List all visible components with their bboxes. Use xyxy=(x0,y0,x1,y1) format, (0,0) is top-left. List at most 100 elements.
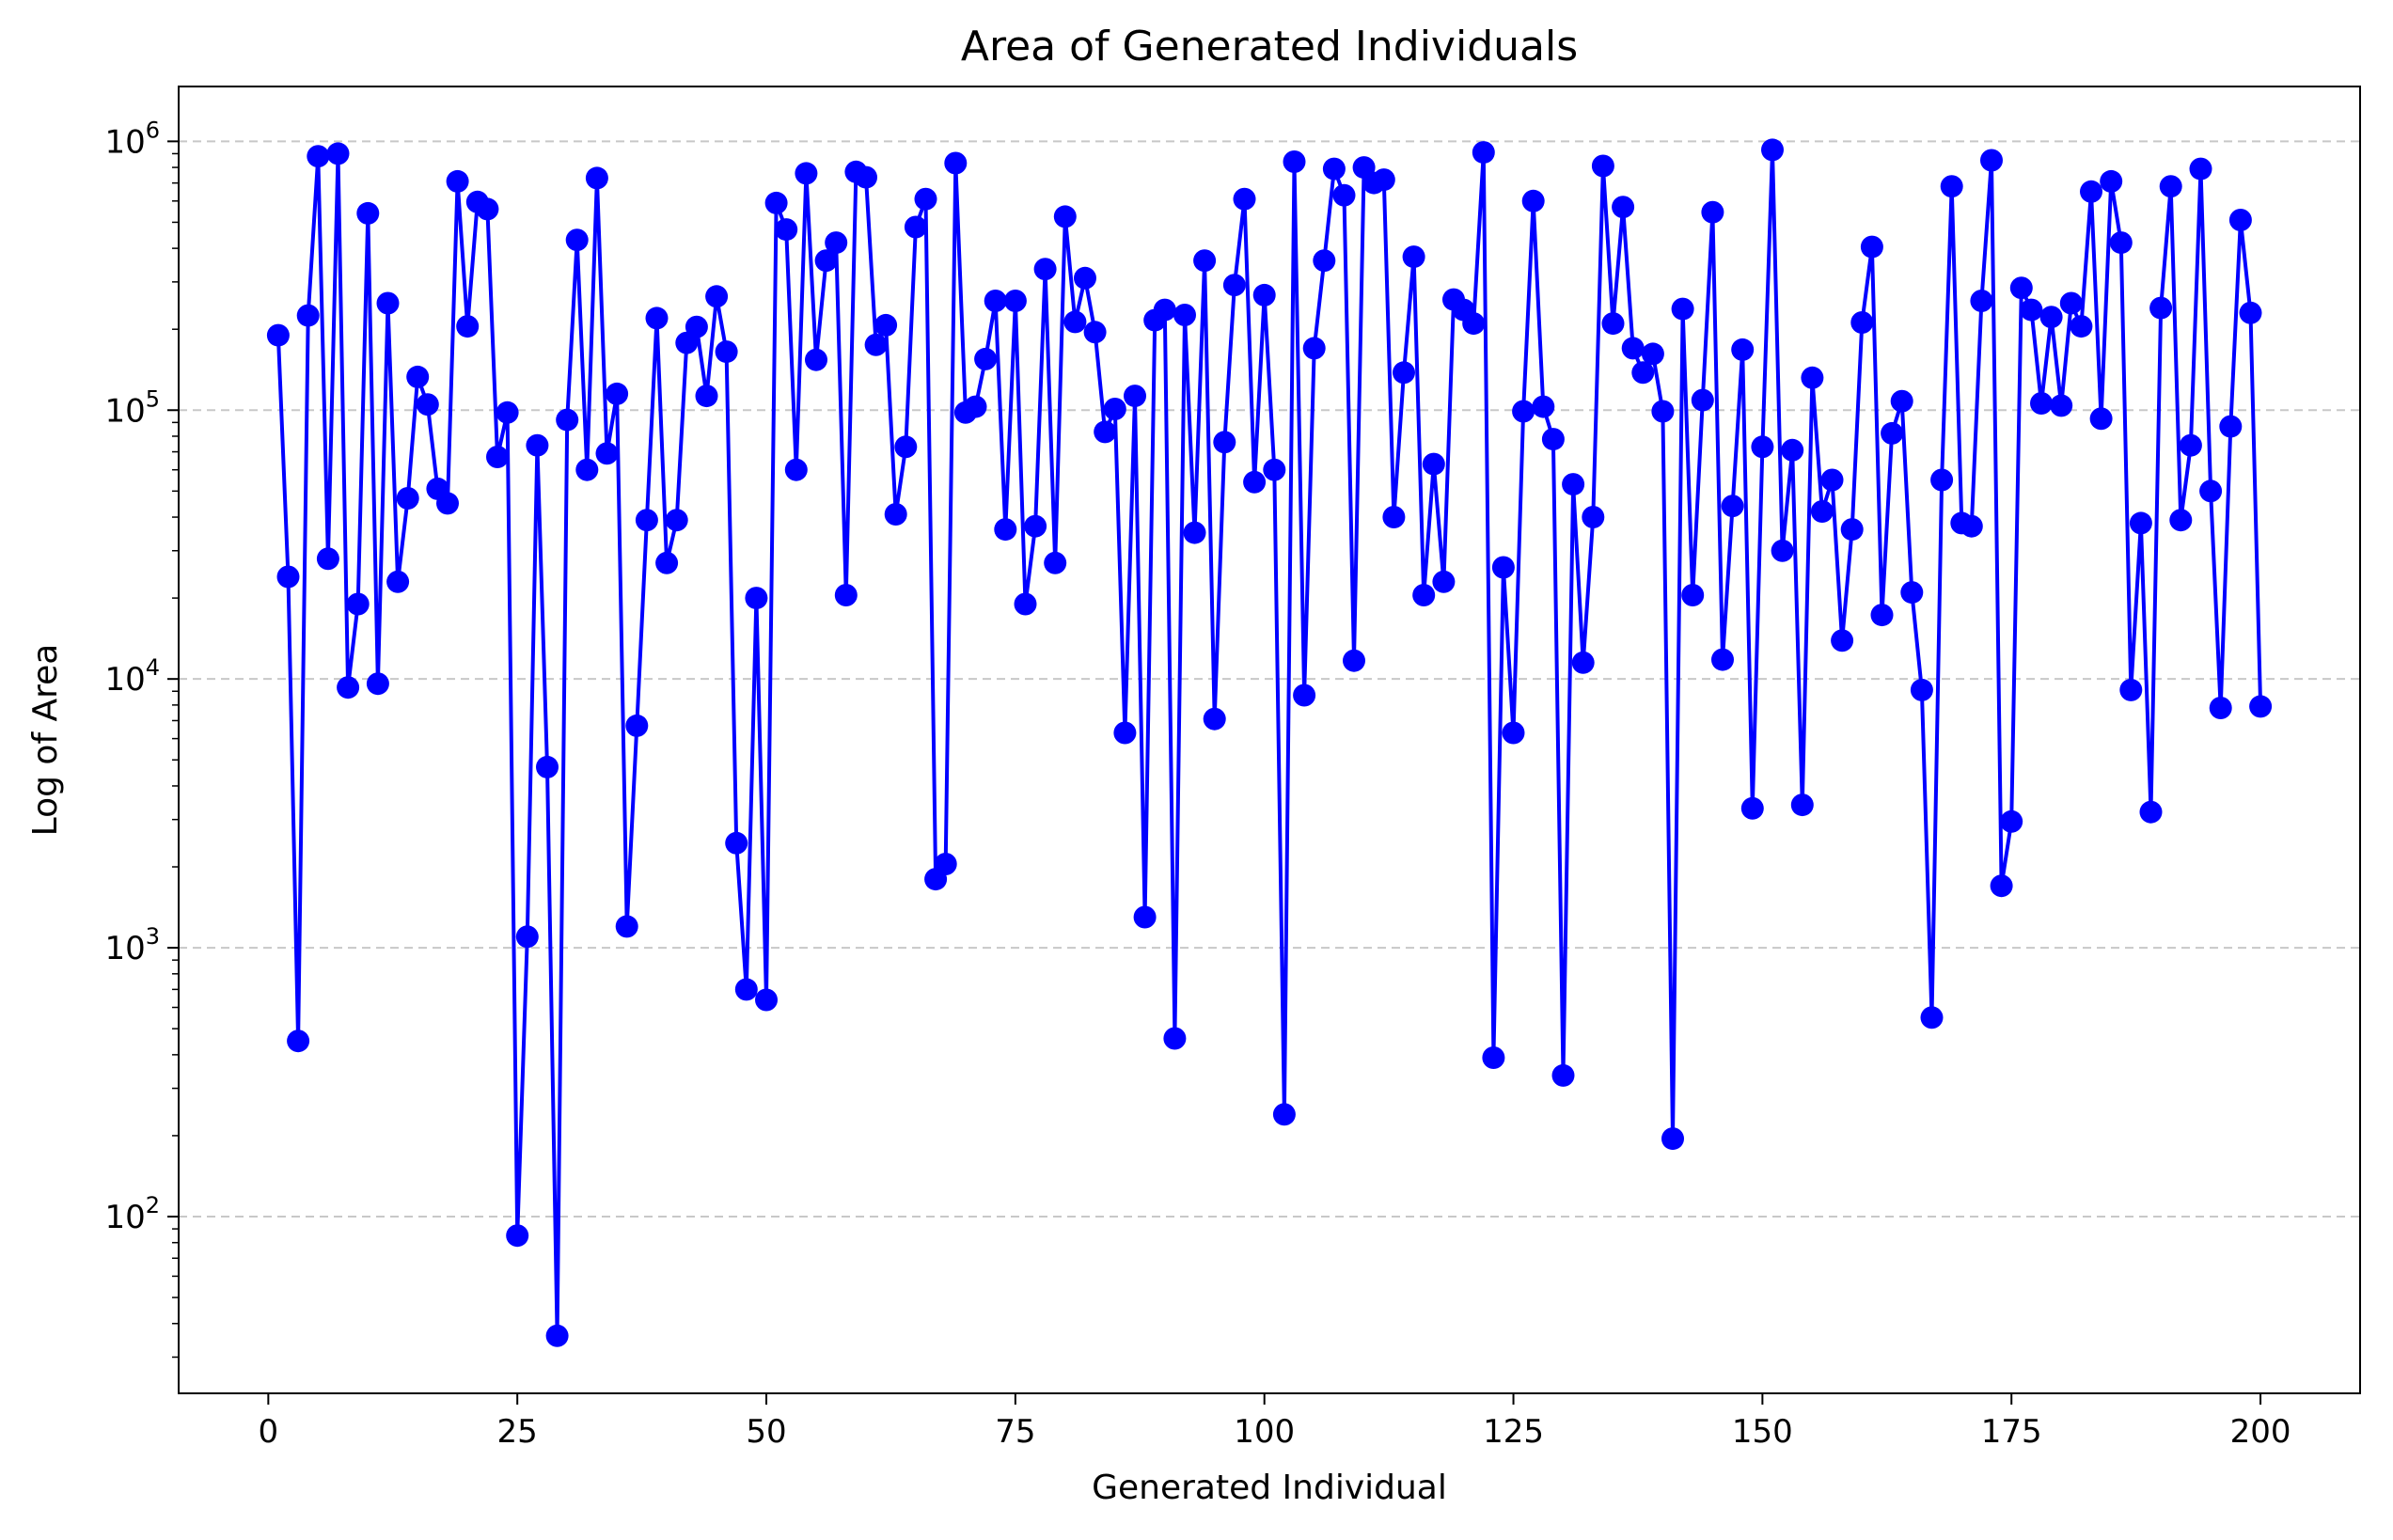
data-point xyxy=(974,347,998,370)
data-point xyxy=(1382,506,1406,528)
data-point xyxy=(1024,514,1047,538)
data-point xyxy=(515,925,539,949)
data-point xyxy=(994,518,1017,542)
data-point xyxy=(1083,321,1107,344)
data-point xyxy=(526,433,549,457)
data-point xyxy=(2070,315,2093,338)
x-tick-label: 150 xyxy=(1732,1413,1793,1451)
data-point xyxy=(725,831,748,855)
data-point xyxy=(755,988,778,1012)
data-point xyxy=(1801,366,1824,389)
x-tick-label: 25 xyxy=(497,1413,538,1451)
data-point xyxy=(2169,509,2193,532)
data-point xyxy=(1621,337,1645,360)
data-point xyxy=(1681,584,1705,606)
data-point xyxy=(1233,187,1256,211)
data-point xyxy=(556,408,579,432)
data-point xyxy=(1113,721,1137,745)
data-point xyxy=(366,672,389,696)
data-point xyxy=(1612,196,1635,219)
data-point xyxy=(1881,421,1904,445)
data-point xyxy=(764,191,788,214)
data-point xyxy=(645,306,669,330)
data-point xyxy=(1761,138,1784,162)
data-point xyxy=(1153,298,1176,322)
data-point xyxy=(1472,141,1495,165)
data-point xyxy=(1601,312,1625,336)
data-point xyxy=(2239,301,2262,324)
data-point xyxy=(784,458,808,481)
data-point xyxy=(1631,361,1655,385)
data-point xyxy=(2009,276,2033,300)
data-point xyxy=(1432,570,1456,593)
data-point xyxy=(1731,338,1755,361)
data-point xyxy=(1920,1006,1944,1029)
data-point xyxy=(814,249,838,273)
data-point xyxy=(1243,470,1267,494)
data-point xyxy=(1074,266,1096,290)
data-point xyxy=(904,215,927,239)
data-point xyxy=(1790,794,1814,817)
data-point xyxy=(276,565,300,589)
data-point xyxy=(1302,337,1326,360)
data-point xyxy=(536,755,559,778)
data-point xyxy=(914,187,937,211)
data-point xyxy=(2119,678,2143,701)
data-point xyxy=(2000,809,2023,833)
data-point xyxy=(595,442,619,465)
data-point xyxy=(1124,385,1146,408)
x-tick-label: 50 xyxy=(746,1413,786,1451)
data-point xyxy=(1044,551,1067,574)
data-point xyxy=(1641,342,1664,366)
data-point xyxy=(734,978,758,1001)
data-point xyxy=(386,570,410,593)
y-tick-label: 103 xyxy=(104,923,160,967)
data-point xyxy=(2050,394,2073,417)
data-point xyxy=(2189,157,2212,181)
data-point xyxy=(1133,905,1157,929)
data-point xyxy=(307,145,330,168)
data-point xyxy=(665,509,688,532)
data-point xyxy=(1870,604,1894,627)
data-point xyxy=(745,587,768,610)
data-point xyxy=(874,313,898,337)
data-point xyxy=(1960,514,1983,538)
data-point xyxy=(1571,651,1595,674)
data-point xyxy=(1751,435,1774,459)
data-point xyxy=(1980,149,2003,172)
data-point xyxy=(825,231,848,255)
data-point xyxy=(795,162,818,185)
x-tick-label: 175 xyxy=(1981,1413,2042,1451)
data-point xyxy=(1003,290,1027,312)
data-point xyxy=(1591,154,1614,178)
data-point xyxy=(1502,721,1525,745)
data-series xyxy=(266,138,2273,1347)
data-point xyxy=(1671,297,1694,321)
data-point xyxy=(655,551,679,574)
data-point xyxy=(585,166,608,190)
data-point xyxy=(1163,1027,1187,1050)
data-point xyxy=(715,340,738,364)
data-point xyxy=(2199,479,2223,503)
data-point xyxy=(1203,707,1226,731)
data-point xyxy=(1910,678,1933,701)
data-point xyxy=(1831,629,1854,652)
data-point xyxy=(296,304,320,327)
data-point xyxy=(2139,800,2163,824)
data-point xyxy=(2149,296,2173,320)
data-point xyxy=(575,458,599,481)
data-point xyxy=(2020,298,2043,322)
data-point xyxy=(2109,231,2133,255)
data-point xyxy=(625,714,649,737)
data-point xyxy=(396,487,419,510)
chart-title: Area of Generated Individuals xyxy=(961,23,1578,71)
data-point xyxy=(1781,438,1804,462)
data-point xyxy=(1053,205,1077,228)
data-point xyxy=(1482,1046,1505,1069)
data-point xyxy=(1721,495,1744,518)
data-point xyxy=(2059,291,2083,315)
data-point xyxy=(1890,389,1913,413)
data-point xyxy=(1810,500,1834,523)
